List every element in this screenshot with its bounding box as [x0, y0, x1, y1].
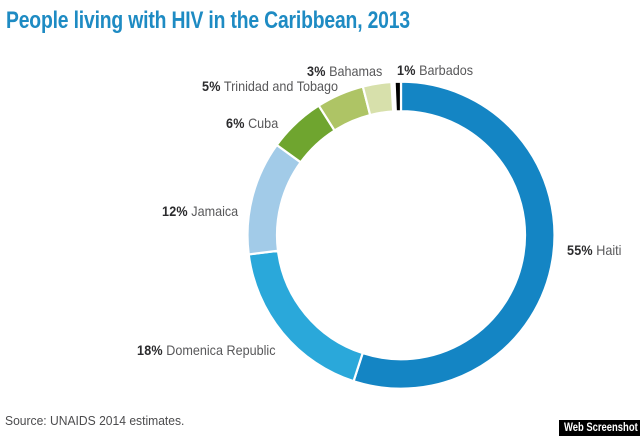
chart-title: People living with HIV in the Caribbean,…	[6, 7, 410, 34]
donut-slice-domenica	[247, 249, 365, 383]
donut-slice-bahamas	[361, 80, 395, 117]
web-screenshot-badge: Web Screenshot	[559, 420, 640, 436]
slice-percent-haiti: 55%	[567, 242, 593, 258]
slice-percent-cuba: 6%	[226, 115, 245, 131]
slice-label-jamaica: 12% Jamaica	[162, 202, 239, 219]
slice-label-haiti: 55% Haiti	[567, 242, 622, 258]
slice-label-domenica: 18% Domenica Republic	[137, 341, 276, 358]
source-note: Source: UNAIDS 2014 estimates.	[5, 412, 185, 428]
slice-label-barbados: 1% Barbados	[397, 62, 474, 78]
slice-label-trinidad: 5% Trinidad and Tobago	[202, 77, 339, 94]
slice-label-bahamas: 3% Bahamas	[307, 62, 383, 79]
donut-slice-barbados	[393, 80, 403, 113]
donut-slice-jamaica	[246, 143, 303, 256]
slice-percent-domenica: 18%	[137, 341, 163, 358]
slice-percent-jamaica: 12%	[162, 202, 188, 219]
slice-percent-barbados: 1%	[397, 62, 416, 78]
web-screenshot-badge-label: Web Screenshot	[564, 422, 638, 434]
slice-label-cuba: 6% Cuba	[226, 115, 279, 131]
slice-percent-bahamas: 3%	[307, 62, 326, 79]
slice-percent-trinidad: 5%	[202, 77, 221, 94]
donut-slice-haiti	[352, 80, 556, 390]
